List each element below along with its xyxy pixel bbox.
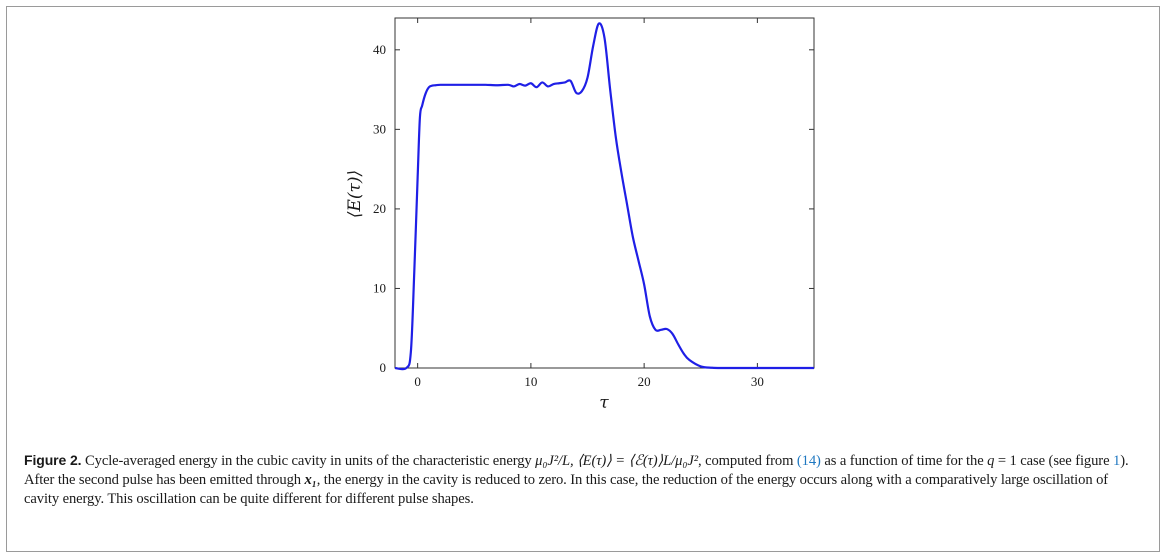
- y-tick-label: 10: [373, 280, 386, 295]
- caption-text-3: as a function of time for the: [820, 453, 988, 469]
- figure-caption: Figure 2. Cycle-averaged energy in the c…: [24, 451, 1144, 509]
- axis-ticks: 0 10 20 30 0 10 20 30 40: [373, 18, 814, 389]
- caption-text-1: Cycle-averaged energy in the cubic cavit…: [81, 453, 536, 469]
- caption-math-2: q: [987, 453, 995, 469]
- y-tick-label: 0: [380, 360, 387, 375]
- caption-math-3: x₁: [304, 472, 317, 488]
- x-tick-label: 30: [751, 374, 764, 389]
- caption-math-1: μ₀J²/L, ⟨E(τ)⟩ = ⟨ℰ(τ)⟩L/μ₀J²: [535, 453, 698, 469]
- series-line: [394, 22, 814, 371]
- caption-text-6: , the energy in the cavity is reduced to…: [24, 472, 1109, 507]
- y-tick-label: 40: [373, 42, 386, 57]
- figure-label: Figure 2.: [24, 452, 82, 468]
- x-tick-label: 20: [638, 374, 651, 389]
- series-layer: [394, 22, 814, 371]
- caption-text-5: ). After the second pulse has been emitt…: [24, 453, 1129, 488]
- figure-frame: [6, 6, 1160, 552]
- x-tick-label: 10: [524, 374, 537, 389]
- caption-text-2: , computed from: [697, 453, 797, 469]
- y-tick-label: 30: [373, 121, 386, 136]
- x-axis-label: τ: [599, 393, 609, 413]
- y-tick-label: 20: [373, 201, 386, 216]
- x-tick-label: 0: [414, 374, 421, 389]
- equation-link[interactable]: (14): [796, 453, 821, 469]
- plot-frame: [394, 17, 815, 369]
- y-axis-label: ⟨E(τ)⟩: [345, 170, 365, 218]
- energy-plot: 0 10 20 30 0 10 20 30 40 τ ⟨E(τ)⟩: [345, 17, 815, 413]
- figure-link[interactable]: 1: [1113, 453, 1121, 469]
- caption-text-4: = 1 case (see figure: [994, 453, 1113, 469]
